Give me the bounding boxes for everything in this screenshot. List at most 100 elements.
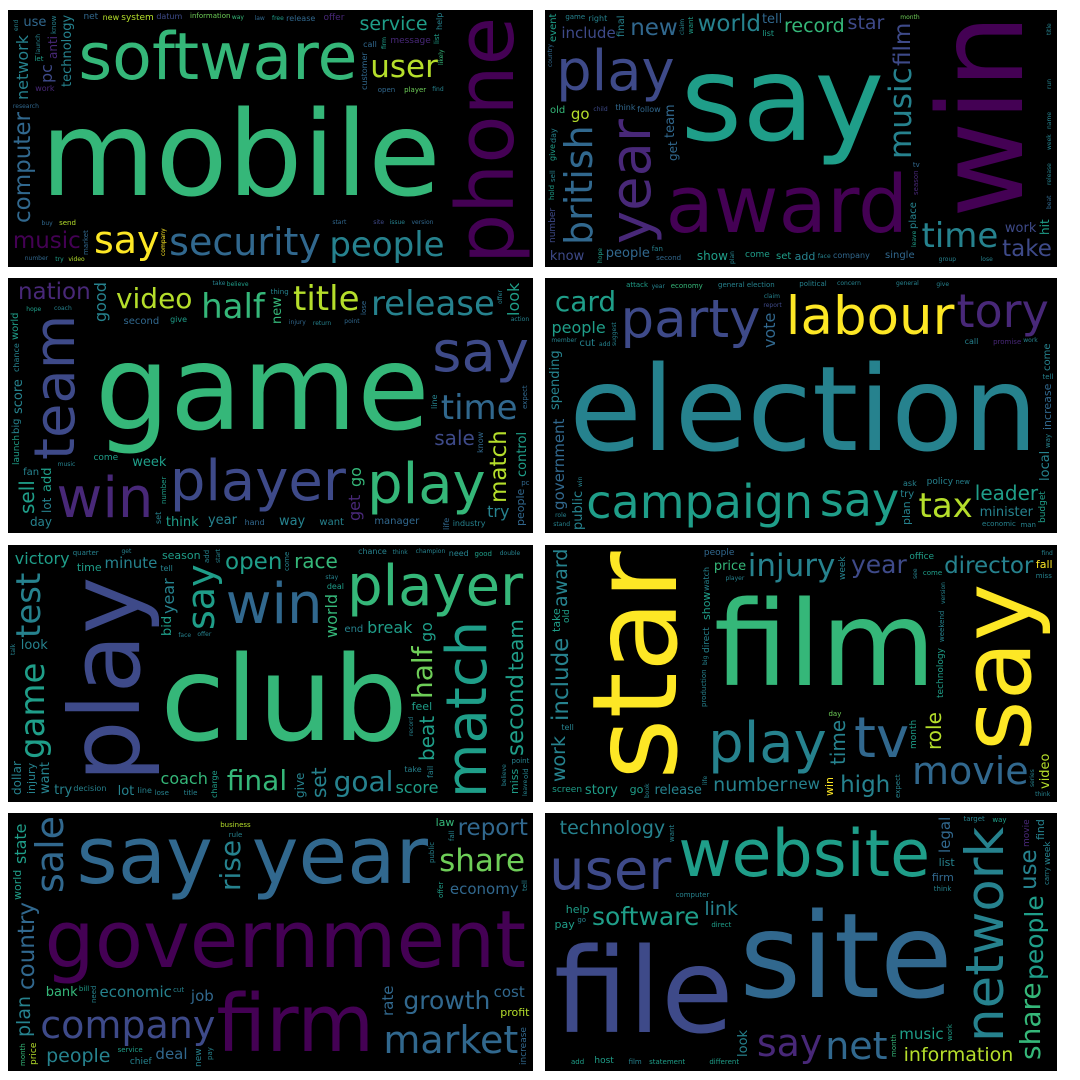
cloud-word: people <box>605 245 650 261</box>
cloud-word: director <box>944 553 1034 580</box>
cloud-word: call <box>363 39 377 49</box>
cloud-word: good <box>474 549 492 558</box>
cloud-word: record <box>784 15 845 38</box>
cloud-word: company <box>40 1002 216 1047</box>
cloud-word: screen <box>552 784 583 795</box>
cloud-word: add <box>570 1058 585 1067</box>
cloud-word: year <box>651 283 665 291</box>
cloud-word: give <box>936 281 950 289</box>
cloud-word: world <box>697 11 761 38</box>
cloud-word: open <box>225 549 283 576</box>
cloud-word: play <box>367 451 486 517</box>
cloud-word: life <box>442 517 452 530</box>
cloud-word: cut <box>579 337 596 349</box>
cloud-word: injury <box>747 547 836 584</box>
cloud-word: people <box>514 489 528 527</box>
cloud-word: get <box>345 495 365 522</box>
cloud-word: release <box>1046 162 1054 185</box>
cloud-word: tell <box>761 12 783 28</box>
cloud-word: want <box>319 516 344 528</box>
cloud-word: bid <box>160 615 176 636</box>
cloud-word: technology <box>59 15 75 88</box>
cloud-word: say <box>179 564 224 631</box>
cloud-word: number <box>548 207 559 243</box>
cloud-word: give <box>170 315 188 325</box>
cloud-word: win <box>911 14 1050 219</box>
cloud-word: increase <box>1040 383 1054 431</box>
cloud-word: number <box>713 774 788 797</box>
cloud-word: film <box>889 22 916 67</box>
cloud-word: rate <box>378 985 397 1016</box>
cloud-word: try <box>54 783 73 799</box>
cloud-word: injury <box>288 319 306 327</box>
cloud-word: say <box>93 218 160 262</box>
cloud-word: fall <box>1035 557 1053 571</box>
cloud-word: player <box>404 85 427 94</box>
cloud-word: high <box>840 771 891 798</box>
cloud-word: new <box>269 297 285 325</box>
cloud-word: music <box>12 228 81 255</box>
cloud-word: champion <box>415 548 446 556</box>
cloud-word: player <box>347 554 524 620</box>
cloud-word: people <box>703 548 735 559</box>
cloud-word: player <box>169 448 346 514</box>
cloud-word: good <box>90 282 110 322</box>
cloud-word: election <box>569 340 1039 479</box>
cloud-word: get <box>665 141 680 161</box>
cloud-word: book <box>644 782 652 798</box>
cloud-word: dollar <box>10 760 25 795</box>
cloud-word: new <box>955 478 970 487</box>
cloud-word: event <box>548 13 560 43</box>
cloud-word: market <box>82 230 91 255</box>
cloud-word: right <box>588 14 608 24</box>
cloud-word: law <box>254 14 265 22</box>
cloud-word: new <box>194 1048 205 1068</box>
word-cloud-entertainment-awards: say award win year play music british time world… <box>545 10 1057 267</box>
cloud-word: security <box>169 220 321 265</box>
cloud-word: line <box>137 786 152 796</box>
cloud-word: charge <box>210 770 220 798</box>
cloud-word: game <box>565 12 586 21</box>
cloud-word: campaign <box>586 475 814 530</box>
cloud-word: give <box>293 772 308 799</box>
cloud-word: start <box>214 549 222 564</box>
cloud-word: club <box>160 630 408 769</box>
cloud-word: score <box>10 379 26 415</box>
cloud-word: version <box>411 219 434 227</box>
cloud-word: world <box>322 593 342 638</box>
cloud-word: lot <box>117 783 135 799</box>
cloud-word: video <box>1037 753 1053 790</box>
cloud-word: offer <box>197 630 212 638</box>
cloud-word: tell <box>561 722 574 732</box>
cloud-word: add <box>39 467 55 493</box>
cloud-word: hand <box>244 518 265 527</box>
cloud-word: want <box>38 761 54 794</box>
cloud-word: budget <box>1038 491 1049 524</box>
cloud-word: work <box>1023 337 1038 345</box>
cloud-word: take <box>1002 236 1052 263</box>
cloud-word: list <box>938 856 955 870</box>
cloud-word: government <box>549 418 568 511</box>
cloud-word: game <box>13 662 54 760</box>
cloud-word: help <box>434 13 444 31</box>
cloud-word: expect <box>894 774 903 798</box>
cloud-word: break <box>367 617 413 637</box>
cloud-word: stand <box>553 521 571 529</box>
cloud-word: technology <box>559 817 666 840</box>
cloud-word: report <box>457 814 528 841</box>
cloud-word: face <box>178 631 192 639</box>
cloud-word: spending <box>548 350 564 411</box>
cloud-word: user <box>549 838 672 904</box>
cloud-word: lot <box>39 497 54 513</box>
cloud-word: miss <box>507 768 521 794</box>
cloud-word: card <box>554 285 617 319</box>
cloud-word: think <box>933 884 952 893</box>
cloud-word: think <box>615 102 636 112</box>
cloud-word: use <box>1016 849 1043 891</box>
cloud-word: plan <box>12 995 35 1037</box>
cloud-word: test <box>8 572 49 638</box>
word-cloud-games: game player play say win team time half title rel… <box>8 278 533 533</box>
cloud-word: carry <box>1042 866 1051 885</box>
cloud-word: economic <box>982 519 1016 528</box>
cloud-word: world <box>11 869 25 900</box>
